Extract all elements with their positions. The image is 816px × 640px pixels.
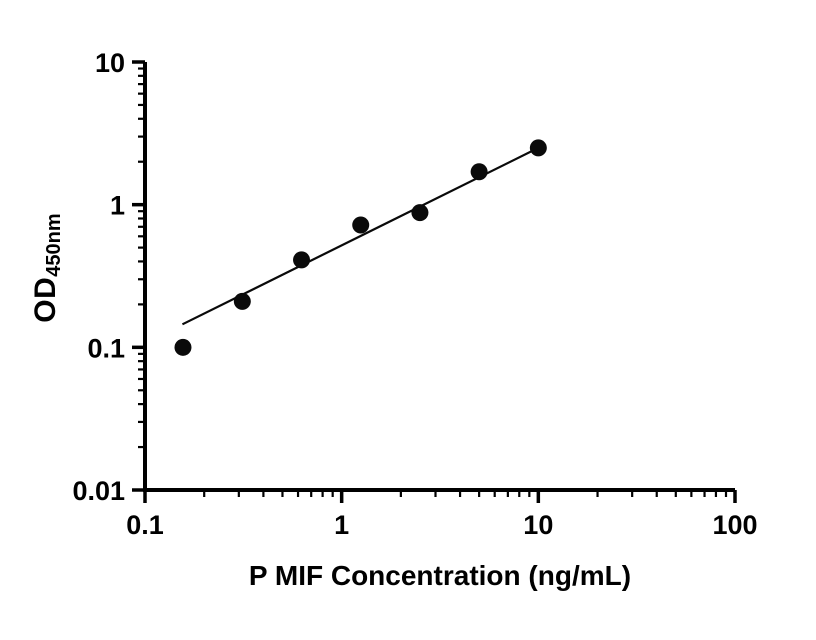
- x-axis-title: P MIF Concentration (ng/mL): [248, 560, 632, 591]
- y-axis-title: OD450nm: [29, 213, 65, 323]
- data-point: [352, 216, 370, 234]
- y-tick-label: 0.1: [87, 333, 125, 363]
- y-axis-title-main: OD: [29, 276, 62, 323]
- axis-spine: [143, 62, 735, 492]
- data-point: [529, 139, 547, 157]
- y-tick-label: 1: [110, 191, 125, 221]
- x-tick-label: 0.1: [126, 510, 164, 540]
- y-tick-label: 10: [95, 48, 125, 78]
- data-point: [174, 338, 192, 356]
- x-tick-label: 100: [712, 510, 757, 540]
- y-axis-title-subscript: 450nm: [43, 213, 65, 277]
- data-point: [470, 163, 488, 181]
- x-tick-label: 10: [523, 510, 553, 540]
- data-point: [233, 292, 251, 310]
- y-tick-label: 0.01: [72, 476, 125, 506]
- data-point: [293, 251, 311, 269]
- x-tick-label: 1: [334, 510, 349, 540]
- data-point: [411, 204, 429, 222]
